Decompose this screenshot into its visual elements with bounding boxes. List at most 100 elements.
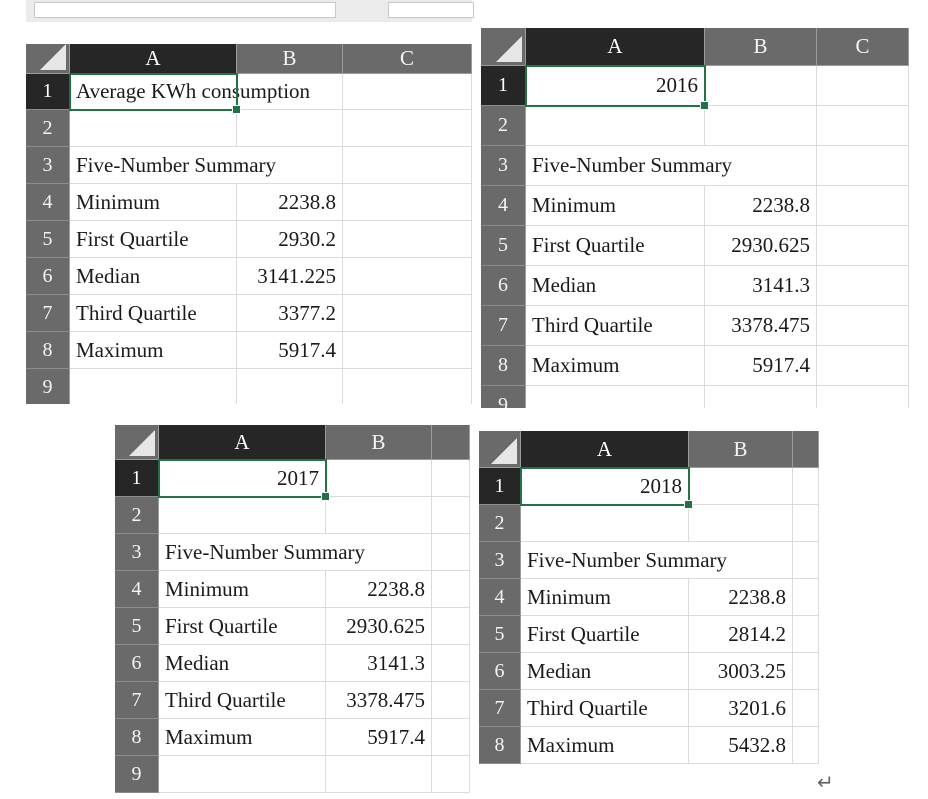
cell-b7[interactable]: 3377.2: [237, 295, 343, 332]
cell-c7[interactable]: [432, 682, 470, 719]
cell-b5[interactable]: 2930.625: [326, 608, 432, 645]
cell-b2[interactable]: [705, 106, 817, 146]
cell-c6[interactable]: [793, 653, 819, 690]
row-header-8[interactable]: 8: [479, 727, 521, 764]
cell-c2[interactable]: [817, 106, 909, 146]
cell-a7[interactable]: Third Quartile: [70, 295, 237, 332]
cell-a9[interactable]: [159, 756, 326, 793]
cell-b3[interactable]: [689, 542, 793, 579]
cell-b8[interactable]: 5917.4: [237, 332, 343, 369]
formula-box[interactable]: [388, 2, 474, 18]
column-header-c[interactable]: C: [343, 44, 472, 74]
row-header-7[interactable]: 7: [479, 690, 521, 727]
cell-c9[interactable]: [343, 369, 472, 404]
cell-a8[interactable]: Maximum: [526, 346, 705, 386]
cell-a1[interactable]: 2018: [521, 468, 689, 505]
cell-c3[interactable]: [343, 147, 472, 184]
cell-b3[interactable]: [237, 147, 343, 184]
cell-a9[interactable]: [70, 369, 237, 404]
cell-a7[interactable]: Third Quartile: [526, 306, 705, 346]
cell-c1[interactable]: [432, 460, 470, 497]
cell-b1[interactable]: [326, 460, 432, 497]
cell-a7[interactable]: Third Quartile: [159, 682, 326, 719]
row-header-2[interactable]: 2: [115, 497, 159, 534]
cell-a3[interactable]: Five-Number Summary: [70, 147, 276, 184]
cell-b3[interactable]: [326, 534, 432, 571]
cell-c3[interactable]: [817, 146, 909, 186]
column-header-a[interactable]: A: [526, 28, 705, 66]
cell-a5[interactable]: First Quartile: [159, 608, 326, 645]
row-header-7[interactable]: 7: [115, 682, 159, 719]
name-box[interactable]: [34, 2, 336, 18]
cell-a5[interactable]: First Quartile: [526, 226, 705, 266]
row-header-1[interactable]: 1: [479, 468, 521, 505]
row-header-8[interactable]: 8: [115, 719, 159, 756]
cell-a3[interactable]: Five-Number Summary: [526, 146, 732, 186]
cell-c1[interactable]: [343, 74, 472, 110]
cell-c9[interactable]: [817, 386, 909, 408]
column-header-b[interactable]: B: [689, 431, 793, 468]
cell-a4[interactable]: Minimum: [70, 184, 237, 221]
row-header-4[interactable]: 4: [115, 571, 159, 608]
cell-a4[interactable]: Minimum: [521, 579, 689, 616]
select-all-corner[interactable]: [115, 425, 159, 460]
cell-b8[interactable]: 5917.4: [326, 719, 432, 756]
cell-c7[interactable]: [793, 690, 819, 727]
cell-b4[interactable]: 2238.8: [689, 579, 793, 616]
cell-a7[interactable]: Third Quartile: [521, 690, 689, 727]
cell-b5[interactable]: 2930.625: [705, 226, 817, 266]
cell-a1[interactable]: 2016: [526, 66, 705, 106]
cell-a5[interactable]: First Quartile: [521, 616, 689, 653]
cell-b5[interactable]: 2930.2: [237, 221, 343, 258]
row-header-5[interactable]: 5: [26, 221, 70, 258]
cell-b2[interactable]: [689, 505, 793, 542]
cell-c8[interactable]: [343, 332, 472, 369]
cell-a6[interactable]: Median: [159, 645, 326, 682]
cell-c4[interactable]: [817, 186, 909, 226]
row-header-9[interactable]: 9: [26, 369, 70, 404]
row-header-4[interactable]: 4: [479, 579, 521, 616]
cell-b2[interactable]: [326, 497, 432, 534]
cell-c5[interactable]: [432, 608, 470, 645]
row-header-2[interactable]: 2: [479, 505, 521, 542]
row-header-1[interactable]: 1: [481, 66, 526, 106]
cell-a9[interactable]: [526, 386, 705, 408]
row-header-4[interactable]: 4: [481, 186, 526, 226]
cell-b7[interactable]: 3201.6: [689, 690, 793, 727]
cell-a1[interactable]: 2017: [159, 460, 326, 497]
cell-c2[interactable]: [343, 110, 472, 147]
row-header-1[interactable]: 1: [26, 74, 70, 110]
column-header-a[interactable]: A: [159, 425, 326, 460]
cell-b6[interactable]: 3141.225: [237, 258, 343, 295]
cell-c4[interactable]: [432, 571, 470, 608]
cell-b9[interactable]: [705, 386, 817, 408]
select-all-corner[interactable]: [26, 44, 70, 74]
row-header-7[interactable]: 7: [481, 306, 526, 346]
cell-b6[interactable]: 3141.3: [705, 266, 817, 306]
cell-c4[interactable]: [793, 579, 819, 616]
cell-a6[interactable]: Median: [526, 266, 705, 306]
cell-a3[interactable]: Five-Number Summary: [159, 534, 365, 571]
cell-c8[interactable]: [793, 727, 819, 764]
cell-b4[interactable]: 2238.8: [326, 571, 432, 608]
cell-c5[interactable]: [793, 616, 819, 653]
cell-b5[interactable]: 2814.2: [689, 616, 793, 653]
row-header-8[interactable]: 8: [26, 332, 70, 369]
cell-c6[interactable]: [343, 258, 472, 295]
cell-c1[interactable]: [817, 66, 909, 106]
row-header-4[interactable]: 4: [26, 184, 70, 221]
select-all-corner[interactable]: [479, 431, 521, 468]
cell-c2[interactable]: [432, 497, 470, 534]
row-header-6[interactable]: 6: [481, 266, 526, 306]
cell-c3[interactable]: [432, 534, 470, 571]
cell-b1[interactable]: [705, 66, 817, 106]
cell-a2[interactable]: [70, 110, 237, 147]
row-header-5[interactable]: 5: [479, 616, 521, 653]
column-header-c[interactable]: C: [817, 28, 909, 66]
cell-c5[interactable]: [817, 226, 909, 266]
cell-c5[interactable]: [343, 221, 472, 258]
column-header-a[interactable]: A: [521, 431, 689, 468]
row-header-6[interactable]: 6: [115, 645, 159, 682]
cell-b6[interactable]: 3141.3: [326, 645, 432, 682]
cell-b7[interactable]: 3378.475: [326, 682, 432, 719]
